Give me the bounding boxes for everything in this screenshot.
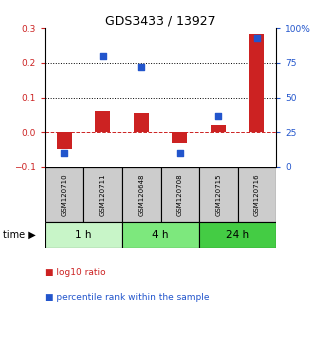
Bar — [211, 125, 226, 132]
Point — [62, 150, 67, 156]
Text: time ▶: time ▶ — [3, 230, 36, 240]
Bar — [172, 132, 187, 143]
Text: GSM120711: GSM120711 — [100, 173, 106, 216]
Bar — [83, 167, 122, 222]
Title: GDS3433 / 13927: GDS3433 / 13927 — [105, 14, 216, 27]
Bar — [249, 34, 264, 132]
Bar — [122, 167, 160, 222]
Text: ■ percentile rank within the sample: ■ percentile rank within the sample — [45, 293, 209, 302]
Bar — [45, 222, 122, 248]
Point — [254, 35, 259, 41]
Text: GSM120648: GSM120648 — [138, 173, 144, 216]
Bar — [238, 167, 276, 222]
Text: 24 h: 24 h — [226, 230, 249, 240]
Text: ■ log10 ratio: ■ log10 ratio — [45, 268, 106, 277]
Text: 4 h: 4 h — [152, 230, 169, 240]
Point — [216, 113, 221, 118]
Text: GSM120708: GSM120708 — [177, 173, 183, 216]
Bar — [199, 167, 238, 222]
Point — [100, 53, 105, 59]
Bar — [45, 167, 83, 222]
Bar — [95, 112, 110, 132]
Text: GSM120710: GSM120710 — [61, 173, 67, 216]
Bar — [160, 167, 199, 222]
Bar — [57, 132, 72, 149]
Point — [177, 150, 182, 156]
Bar — [134, 113, 149, 132]
Point — [139, 64, 144, 70]
Text: GSM120715: GSM120715 — [215, 173, 221, 216]
Text: GSM120716: GSM120716 — [254, 173, 260, 216]
Bar — [122, 222, 199, 248]
Text: 1 h: 1 h — [75, 230, 92, 240]
Bar — [199, 222, 276, 248]
